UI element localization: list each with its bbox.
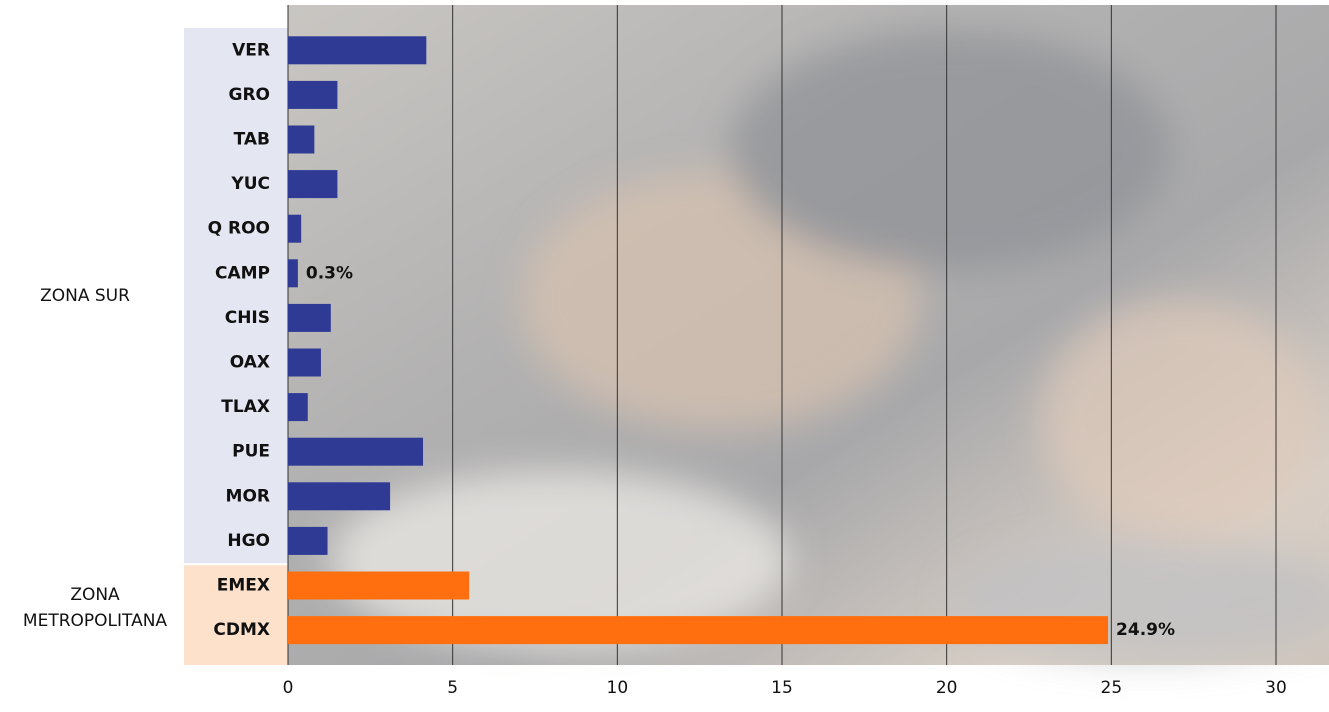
y-tick-label: TAB <box>234 130 270 150</box>
y-tick-label: OAX <box>230 353 270 373</box>
y-tick-label: GRO <box>229 85 271 105</box>
group-band <box>184 28 288 564</box>
x-tick-label: 25 <box>1101 678 1123 698</box>
bar <box>288 526 328 555</box>
bar <box>288 303 331 332</box>
x-tick-label: 15 <box>771 678 793 698</box>
y-tick-label: VER <box>232 40 270 60</box>
bar <box>288 80 338 109</box>
y-tick-label: CDMX <box>213 620 270 640</box>
bar <box>288 36 427 65</box>
bar <box>288 393 308 422</box>
y-tick-label: CAMP <box>215 263 270 283</box>
group-label: ZONA SUR <box>40 285 130 306</box>
x-tick-label: 0 <box>283 678 294 698</box>
bar <box>288 571 470 600</box>
background-photo <box>288 5 1329 665</box>
group-band <box>184 565 288 665</box>
y-tick-label: TLAX <box>221 397 270 417</box>
bar <box>288 259 298 288</box>
value-label: 24.9% <box>1116 620 1175 640</box>
bar <box>288 616 1109 645</box>
bar <box>288 348 321 377</box>
x-tick-label: 5 <box>447 678 458 698</box>
y-tick-label: HGO <box>227 531 270 551</box>
y-tick-label: Q ROO <box>208 219 270 239</box>
y-tick-label: PUE <box>232 442 270 462</box>
bar <box>288 437 424 466</box>
y-tick-label: YUC <box>230 174 270 194</box>
value-label: 0.3% <box>306 263 353 283</box>
bar <box>288 482 391 511</box>
y-tick-label: MOR <box>226 486 270 506</box>
bar <box>288 214 302 243</box>
x-tick-label: 10 <box>607 678 629 698</box>
y-tick-label: CHIS <box>225 308 270 328</box>
group-label: ZONA METROPOLITANA <box>22 584 168 631</box>
x-tick-label: 30 <box>1265 678 1287 698</box>
y-tick-label: EMEX <box>217 576 270 596</box>
x-tick-label: 20 <box>936 678 958 698</box>
bar <box>288 170 338 199</box>
bar <box>288 125 315 154</box>
